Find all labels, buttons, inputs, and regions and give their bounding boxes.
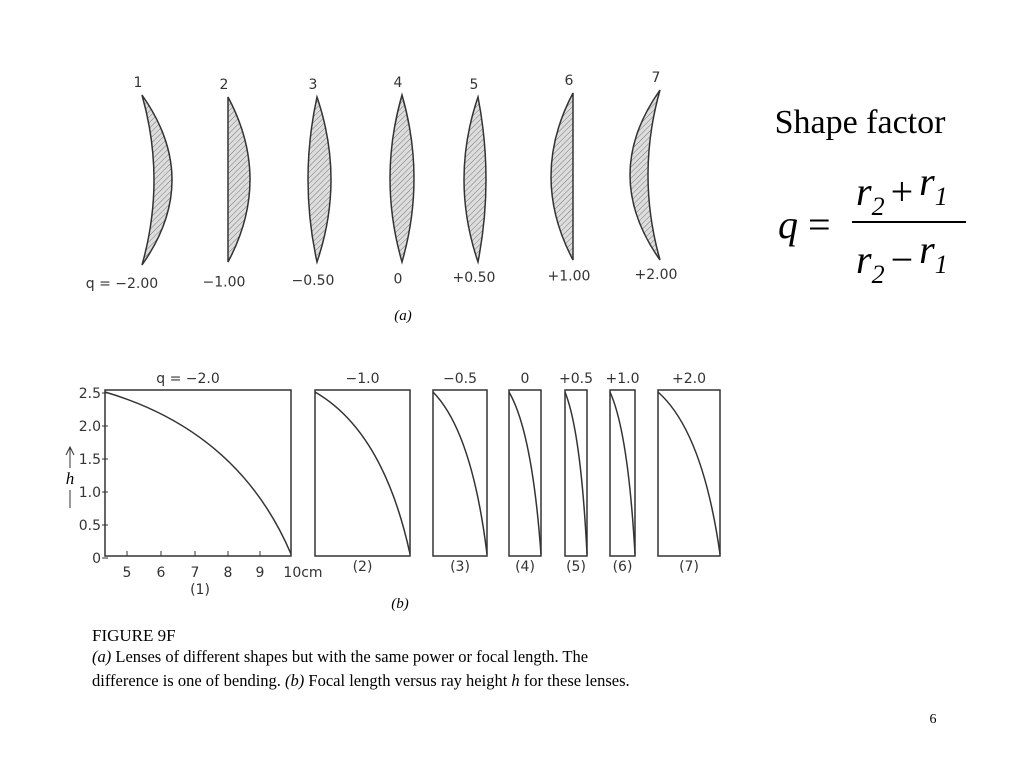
caption-part: Focal length versus ray height [304, 671, 511, 690]
panel-q: −1.0 [346, 371, 380, 387]
figure-a-caption: (a) [394, 308, 412, 324]
y-tick-label: 1.5 [79, 452, 101, 468]
x-tick-label: 10cm [283, 565, 322, 581]
formula-part: 2 [872, 260, 885, 289]
focal-curve [508, 391, 542, 555]
formula-part: r [919, 227, 935, 272]
lens-number: 2 [220, 77, 229, 93]
lens-q: −1.00 [203, 275, 246, 291]
panel-q: +1.0 [606, 371, 640, 387]
figure-b-caption: (b) [391, 596, 409, 612]
panel-frame [104, 389, 292, 557]
y-axis-label: h [66, 469, 75, 488]
panel-number: (4) [515, 559, 535, 575]
focal-curve [104, 391, 292, 555]
caption-part: h [511, 671, 519, 690]
y-tick-label: 0.5 [79, 518, 101, 534]
panel-q: 0 [521, 371, 530, 387]
panel-frame [314, 389, 411, 557]
y-tick-label: 2.5 [79, 386, 101, 402]
panel-q: +0.5 [559, 371, 593, 387]
focal-curve [564, 391, 588, 555]
focal-curve [432, 391, 488, 555]
lens [550, 92, 574, 261]
x-tick-label: 5 [123, 565, 132, 581]
lens-q: −0.50 [292, 273, 335, 289]
figure-label: FIGURE 9F [92, 626, 176, 645]
panel-number: (7) [679, 559, 699, 575]
panel-frame [657, 389, 721, 557]
x-tick-label: 6 [157, 565, 166, 581]
lens [227, 96, 251, 263]
panel-number: (6) [613, 559, 633, 575]
formula-equals: = [808, 202, 831, 247]
caption-line: difference is one of bending. (b) Focal … [92, 671, 630, 690]
formula-part: r [856, 237, 872, 282]
y-tick-label: 0 [92, 551, 101, 567]
formula-part: 2 [872, 192, 885, 221]
caption-part: (a) [92, 647, 111, 666]
caption-part: Lenses of different shapes but with the … [111, 647, 588, 666]
lens [307, 94, 332, 265]
x-tick-label: 7 [191, 565, 200, 581]
panel-number: (5) [566, 559, 586, 575]
caption-line: (a) Lenses of different shapes but with … [92, 647, 588, 666]
lens-number: 6 [565, 73, 574, 89]
formula-part: − [891, 237, 914, 282]
caption-part: difference is one of bending. [92, 671, 285, 690]
formula-part: + [891, 169, 914, 214]
lens [141, 94, 173, 266]
panel-frame [508, 389, 542, 557]
focal-curve [314, 391, 411, 555]
y-axis-arrow [65, 445, 75, 508]
formula-lhs: q [778, 202, 798, 247]
panel-number: (1) [190, 582, 210, 598]
formula: q = r2 + r1 r2− r1 [778, 159, 966, 289]
focal-curve [657, 391, 721, 555]
x-tick-label: 8 [224, 565, 233, 581]
panel-number: (3) [450, 559, 470, 575]
y-tick-label: 2.0 [79, 419, 101, 435]
panel-frame [564, 389, 588, 557]
lens [463, 94, 487, 265]
page-number: 6 [930, 712, 937, 727]
caption-part: (b) [285, 671, 304, 690]
panel-q: +2.0 [672, 371, 706, 387]
lens-number: 3 [309, 77, 318, 93]
lens [389, 92, 415, 265]
lens-number: 1 [134, 75, 143, 91]
panel-frame [432, 389, 488, 557]
formula-part: 1 [935, 182, 948, 211]
lens-number: 4 [394, 75, 403, 91]
y-tick-label: 1.0 [79, 485, 101, 501]
formula-part: r [856, 169, 872, 214]
formula-part: 1 [935, 250, 948, 279]
panel-q: −0.5 [443, 371, 477, 387]
panel-frame [609, 389, 636, 557]
formula-part: r [919, 159, 935, 204]
caption-part: for these lenses. [520, 671, 630, 690]
lens-q: +1.00 [548, 269, 591, 285]
lens-number: 7 [652, 70, 661, 86]
lens-q: +2.00 [635, 267, 678, 283]
numerator: r2 + r1 [856, 159, 948, 221]
lens-number: 5 [470, 77, 479, 93]
focal-curve [609, 391, 636, 555]
lens-q: 0 [394, 272, 403, 288]
x-tick-label: 9 [256, 565, 265, 581]
lens-q: q = −2.00 [86, 276, 158, 292]
panel-q: q = −2.0 [156, 371, 220, 387]
slide-title: Shape factor [775, 104, 947, 141]
denominator: r2− r1 [856, 227, 948, 289]
panel-number: (2) [353, 559, 373, 575]
lens [629, 89, 661, 261]
lens-q: +0.50 [453, 270, 496, 286]
